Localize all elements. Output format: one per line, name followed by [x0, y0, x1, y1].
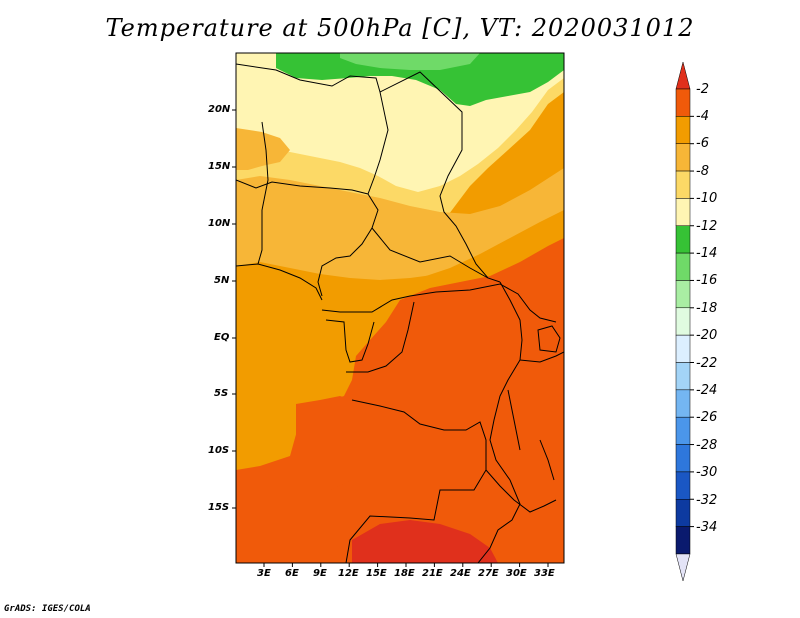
- colorbar-box-13: [675, 416, 691, 445]
- colorbar-label-m8: -8: [696, 164, 709, 179]
- lat-label-20n: 20N: [208, 104, 231, 115]
- colorbar-label-m16: -16: [696, 273, 718, 288]
- border-chad-nigeria: [317, 193, 379, 297]
- border-east: [477, 281, 523, 563]
- lat-label-15n: 15N: [208, 161, 231, 172]
- lat-label-5s: 5S: [214, 388, 229, 399]
- border-angola: [345, 399, 487, 563]
- colorbar-label-m10: -10: [696, 191, 718, 206]
- map-title: Temperature at 500hPa [C], VT: 202003101…: [105, 14, 695, 42]
- border-lake-victoria: [537, 325, 561, 353]
- colorbar-label-m14: -14: [696, 246, 718, 261]
- lon-label-3e: 3E: [257, 568, 271, 579]
- border-coast-west: [236, 263, 323, 301]
- colorbar-box-1: [675, 88, 691, 117]
- map-frame: [235, 52, 565, 564]
- political-boundaries: [236, 63, 564, 563]
- band-orange-mid: [236, 222, 564, 310]
- band-light-orange-north: [236, 168, 564, 292]
- colorbar-box-2: [675, 116, 691, 144]
- lat-ticks: [232, 109, 236, 509]
- colorbar-box-17: [675, 526, 691, 555]
- colorbar-box-15: [675, 471, 691, 500]
- lon-label-6e: 6E: [285, 568, 299, 579]
- colorbar-box-5: [675, 198, 691, 226]
- temperature-field: [236, 53, 564, 563]
- lon-label-33e: 33E: [534, 568, 555, 579]
- border-niger-west: [257, 121, 269, 265]
- border-lake-tanganyika: [507, 389, 521, 451]
- colorbar-label-m30: -30: [696, 465, 718, 480]
- lat-label-eq: EQ: [214, 332, 230, 343]
- border-zambia: [485, 469, 557, 513]
- colorbar-top-arrow: [675, 61, 691, 90]
- lon-label-27e: 27E: [478, 568, 499, 579]
- colorbar-box-7: [675, 252, 691, 281]
- colorbar-label-m6: -6: [696, 136, 709, 151]
- lon-label-15e: 15E: [366, 568, 387, 579]
- band-light-orange-west: [236, 128, 290, 170]
- colorbar-box-9: [675, 307, 691, 336]
- grads-credit: GrADS: IGES/COLA: [4, 604, 91, 614]
- lon-label-18e: 18E: [394, 568, 415, 579]
- border-gabon: [325, 319, 375, 363]
- band-orange-southwest-coast: [296, 396, 352, 492]
- colorbar-label-m24: -24: [696, 383, 718, 398]
- lat-label-10s: 10S: [208, 445, 230, 456]
- colorbar-box-14: [675, 444, 691, 473]
- colorbar-label-m34: -34: [696, 520, 718, 535]
- lon-ticks: [263, 563, 549, 567]
- lon-label-24e: 24E: [450, 568, 471, 579]
- colorbar-label-m18: -18: [696, 301, 718, 316]
- colorbar-label-m12: -12: [696, 219, 718, 234]
- colorbar-box-3: [675, 143, 691, 172]
- border-car: [371, 227, 489, 279]
- lat-label-10n: 10N: [208, 218, 231, 229]
- lon-label-9e: 9E: [313, 568, 327, 579]
- colorbar-label-m22: -22: [696, 356, 718, 371]
- colorbar-box-11: [675, 362, 691, 391]
- colorbar-box-6: [675, 225, 691, 254]
- band-green-north: [276, 53, 564, 106]
- colorbar-label-m32: -32: [696, 493, 718, 508]
- colorbar-box-16: [675, 499, 691, 527]
- colorbar-label-m26: -26: [696, 410, 718, 425]
- colorbar-box-10: [675, 334, 691, 363]
- border-tanzania: [519, 351, 564, 363]
- colorbar: [675, 61, 694, 582]
- lon-label-21e: 21E: [422, 568, 443, 579]
- band-red-south: [352, 520, 498, 563]
- colorbar-label-m2: -2: [696, 82, 709, 97]
- band-light-green-north: [340, 53, 480, 70]
- lat-label-5n: 5N: [214, 275, 230, 286]
- border-west: [236, 179, 369, 195]
- border-drc-west: [346, 301, 415, 373]
- colorbar-box-8: [675, 280, 691, 309]
- border-north: [236, 63, 389, 195]
- colorbar-label-m4: -4: [696, 109, 709, 124]
- border-lake-malawi: [539, 439, 555, 481]
- colorbar-label-m28: -28: [696, 438, 718, 453]
- colorbar-box-12: [675, 389, 691, 418]
- colorbar-bottom-arrow: [675, 553, 691, 582]
- lat-label-15s: 15S: [208, 502, 230, 513]
- border-congo: [321, 283, 557, 323]
- colorbar-label-m20: -20: [696, 328, 718, 343]
- border-sudan: [379, 71, 501, 283]
- lon-label-30e: 30E: [506, 568, 527, 579]
- colorbar-box-4: [675, 170, 691, 199]
- lon-label-12e: 12E: [338, 568, 359, 579]
